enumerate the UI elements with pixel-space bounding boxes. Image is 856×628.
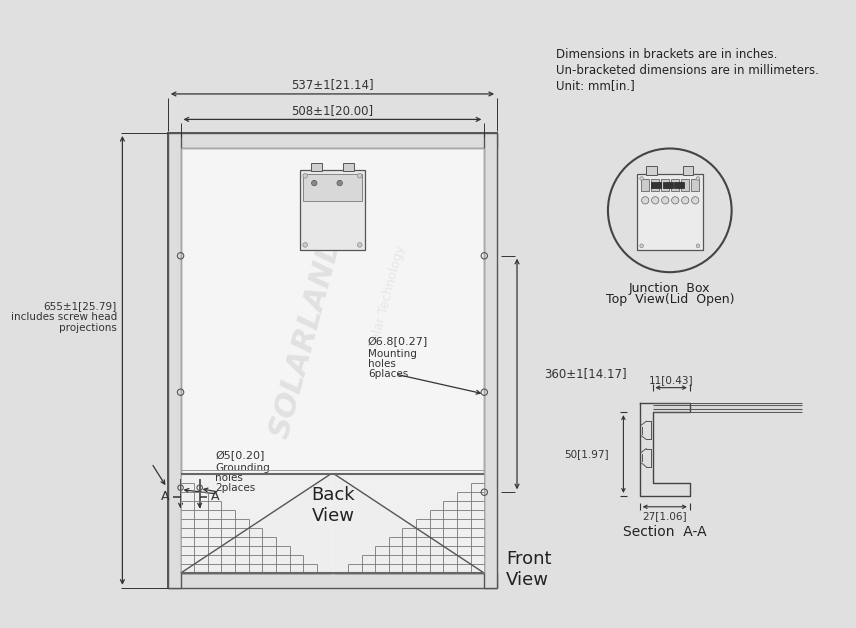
Polygon shape <box>639 403 690 496</box>
Text: Junction  Box: Junction Box <box>629 282 710 295</box>
Bar <box>646 166 657 175</box>
Text: 6places: 6places <box>368 369 408 379</box>
Text: 655±1[25.79]: 655±1[25.79] <box>44 301 117 311</box>
Bar <box>652 403 801 412</box>
Text: A: A <box>161 490 169 503</box>
Text: projections: projections <box>59 323 117 333</box>
Circle shape <box>662 197 669 204</box>
Text: Top  View(Lid  Open): Top View(Lid Open) <box>605 293 734 306</box>
Text: Front
View: Front View <box>506 550 551 589</box>
Polygon shape <box>181 474 330 573</box>
Text: holes: holes <box>215 473 243 483</box>
Bar <box>663 182 673 188</box>
Text: 537±1[21.14]: 537±1[21.14] <box>291 78 374 91</box>
Bar <box>168 133 181 588</box>
Text: - 600V  IMP +: - 600V IMP + <box>308 227 356 232</box>
Text: 360±1[14.17]: 360±1[14.17] <box>544 367 627 381</box>
Bar <box>168 133 497 148</box>
Polygon shape <box>334 474 484 573</box>
Circle shape <box>692 197 698 204</box>
Bar <box>637 174 703 251</box>
Bar <box>168 573 497 588</box>
Bar <box>691 180 698 192</box>
Text: Mounting: Mounting <box>368 349 417 359</box>
Bar <box>661 180 669 192</box>
Circle shape <box>696 176 700 180</box>
Text: holes: holes <box>368 359 395 369</box>
Text: includes screw head: includes screw head <box>10 311 117 322</box>
Text: Section  A-A: Section A-A <box>622 525 706 539</box>
Bar <box>181 474 484 573</box>
Text: 27[1.06]: 27[1.06] <box>642 511 687 521</box>
Bar <box>681 180 689 192</box>
Text: 508±1[20.00]: 508±1[20.00] <box>291 104 373 117</box>
Bar <box>311 163 322 171</box>
Text: Grounding: Grounding <box>215 463 270 473</box>
Bar <box>675 182 684 188</box>
Text: Un-bracketed dimensions are in millimeters.: Un-bracketed dimensions are in millimete… <box>556 64 819 77</box>
Bar <box>682 166 693 175</box>
Circle shape <box>639 244 644 247</box>
Circle shape <box>651 197 659 204</box>
Bar <box>484 133 497 588</box>
Bar <box>640 180 649 192</box>
Bar <box>303 174 361 201</box>
Circle shape <box>312 180 317 186</box>
Circle shape <box>681 197 689 204</box>
Text: Dimensions in brackets are in inches.: Dimensions in brackets are in inches. <box>556 48 777 62</box>
Text: Ø6.8[0.27]: Ø6.8[0.27] <box>368 337 428 347</box>
Text: Ø5[0.20]: Ø5[0.20] <box>215 451 265 461</box>
Bar <box>651 182 661 188</box>
Circle shape <box>303 173 307 178</box>
Circle shape <box>303 242 307 247</box>
Text: Unit: mm[in.]: Unit: mm[in.] <box>556 79 635 92</box>
Text: 11[0.43]: 11[0.43] <box>648 376 693 386</box>
Text: A: A <box>211 490 219 503</box>
Text: SOLARLAND: SOLARLAND <box>265 234 347 442</box>
Bar <box>168 133 497 588</box>
Bar <box>651 180 659 192</box>
Text: Back
View: Back View <box>312 487 355 525</box>
Circle shape <box>696 244 700 247</box>
Text: Solar Technology: Solar Technology <box>368 244 408 350</box>
Bar <box>343 163 354 171</box>
Circle shape <box>672 197 679 204</box>
Text: 2places: 2places <box>215 483 255 493</box>
Circle shape <box>358 173 362 178</box>
Circle shape <box>358 242 362 247</box>
Bar <box>671 180 679 192</box>
Circle shape <box>337 180 342 186</box>
Bar <box>300 170 366 251</box>
Text: 50[1.97]: 50[1.97] <box>564 449 609 459</box>
Circle shape <box>642 197 649 204</box>
Circle shape <box>639 176 644 180</box>
